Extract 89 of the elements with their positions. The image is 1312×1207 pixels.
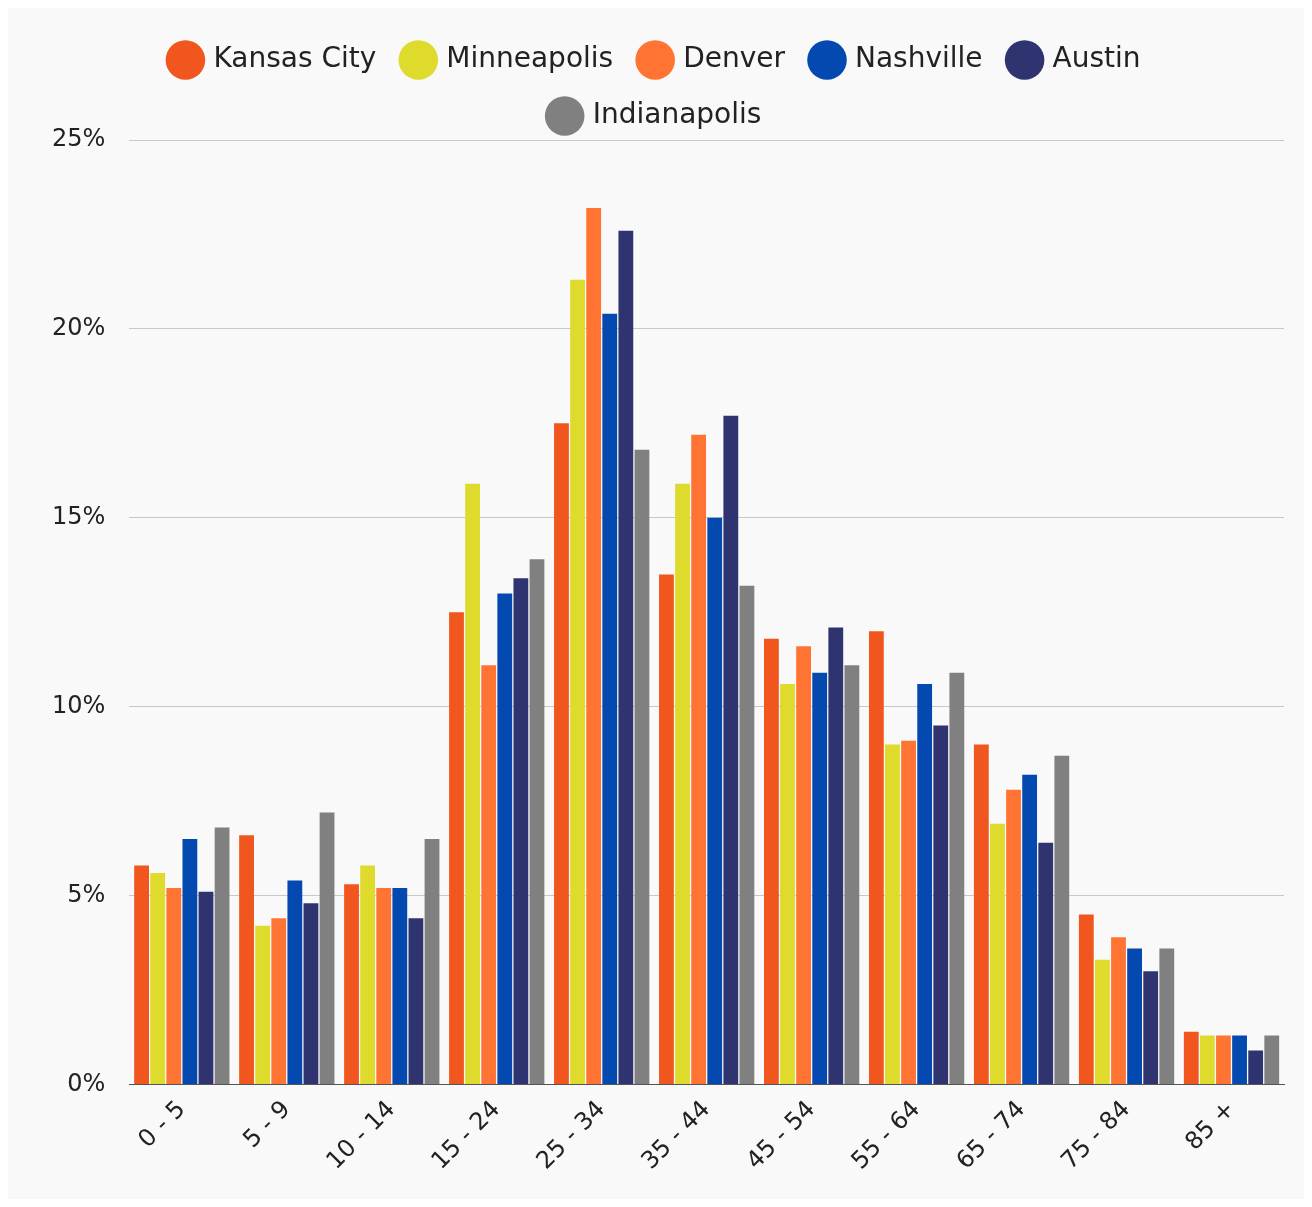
bar xyxy=(659,574,674,1085)
bar xyxy=(449,612,464,1085)
x-tick-label: 35 - 44 xyxy=(635,1094,716,1175)
bar xyxy=(602,313,618,1085)
bar xyxy=(1006,789,1021,1085)
bar xyxy=(1038,842,1054,1085)
bar xyxy=(1248,1050,1264,1085)
bar xyxy=(634,449,650,1085)
x-tick-label: 15 - 24 xyxy=(425,1094,506,1175)
bar xyxy=(1183,1031,1199,1085)
bar xyxy=(990,823,1005,1085)
bar xyxy=(828,627,844,1085)
bar xyxy=(1111,937,1126,1085)
bar xyxy=(303,903,319,1085)
bar xyxy=(707,517,723,1085)
bar xyxy=(1127,948,1142,1085)
bar xyxy=(586,208,602,1085)
bar xyxy=(1199,1035,1215,1085)
bar xyxy=(901,740,916,1085)
bar xyxy=(1232,1035,1247,1085)
bar xyxy=(513,578,529,1085)
bar xyxy=(844,665,860,1085)
bar xyxy=(618,230,634,1085)
bar xyxy=(1095,959,1110,1085)
bar xyxy=(917,684,933,1085)
legend-label: Minneapolis xyxy=(446,41,614,75)
bar xyxy=(1159,948,1175,1085)
bar xyxy=(691,434,707,1085)
bar xyxy=(723,415,739,1085)
x-tick-label: 10 - 14 xyxy=(320,1094,401,1175)
bar xyxy=(1078,914,1094,1085)
bar xyxy=(319,812,335,1085)
x-tick-label: 25 - 34 xyxy=(530,1094,611,1175)
y-tick-label: 0% xyxy=(67,1068,106,1097)
bar xyxy=(780,684,795,1085)
y-tick-label: 25% xyxy=(52,124,106,153)
legend-label: Austin xyxy=(1052,41,1141,75)
x-tick-label: 0 - 5 xyxy=(132,1094,191,1153)
bar xyxy=(1054,755,1070,1085)
x-tick-label: 45 - 54 xyxy=(740,1094,821,1175)
bar xyxy=(764,638,779,1085)
bar xyxy=(529,559,545,1085)
bar xyxy=(198,891,214,1085)
bar xyxy=(134,865,149,1085)
bar xyxy=(182,838,198,1085)
bar xyxy=(570,279,585,1085)
bar xyxy=(287,880,303,1085)
x-tick-label: 65 - 74 xyxy=(950,1094,1031,1175)
bar xyxy=(360,865,376,1085)
bar xyxy=(868,631,884,1085)
bar xyxy=(1216,1035,1231,1085)
y-tick-label: 20% xyxy=(52,313,106,342)
legend-label: Nashville xyxy=(855,41,983,75)
bar xyxy=(812,672,828,1085)
bar xyxy=(392,888,408,1085)
y-tick-label: 5% xyxy=(67,879,106,908)
x-tick-label: 5 - 9 xyxy=(237,1094,296,1153)
x-tick-label: 85 + xyxy=(1179,1094,1241,1156)
bar xyxy=(885,744,900,1085)
bar xyxy=(481,665,497,1085)
bar xyxy=(424,838,440,1085)
legend-label: Indianapolis xyxy=(592,97,762,131)
bar xyxy=(150,872,166,1085)
bar xyxy=(1022,774,1038,1085)
y-tick-label: 15% xyxy=(52,502,106,531)
bar xyxy=(973,744,989,1085)
bar xyxy=(554,423,569,1085)
legend-label: Kansas City xyxy=(213,41,377,75)
x-tick-label: 75 - 84 xyxy=(1055,1094,1136,1175)
bar xyxy=(214,827,230,1085)
bar xyxy=(739,585,755,1085)
y-tick-label: 10% xyxy=(52,690,106,719)
bar xyxy=(344,884,359,1085)
bar xyxy=(1264,1035,1280,1085)
bar xyxy=(949,672,965,1085)
bar xyxy=(675,483,690,1085)
bar xyxy=(796,646,811,1085)
bar xyxy=(465,483,480,1085)
bar xyxy=(408,918,424,1085)
bar xyxy=(239,835,254,1085)
bar xyxy=(1143,971,1159,1085)
bar xyxy=(271,918,287,1085)
bar xyxy=(166,888,182,1085)
bar xyxy=(933,725,949,1085)
bar xyxy=(255,925,271,1085)
bar xyxy=(497,593,513,1085)
legend-label: Denver xyxy=(683,41,786,75)
bar xyxy=(376,888,392,1085)
x-tick-label: 55 - 64 xyxy=(845,1094,926,1175)
